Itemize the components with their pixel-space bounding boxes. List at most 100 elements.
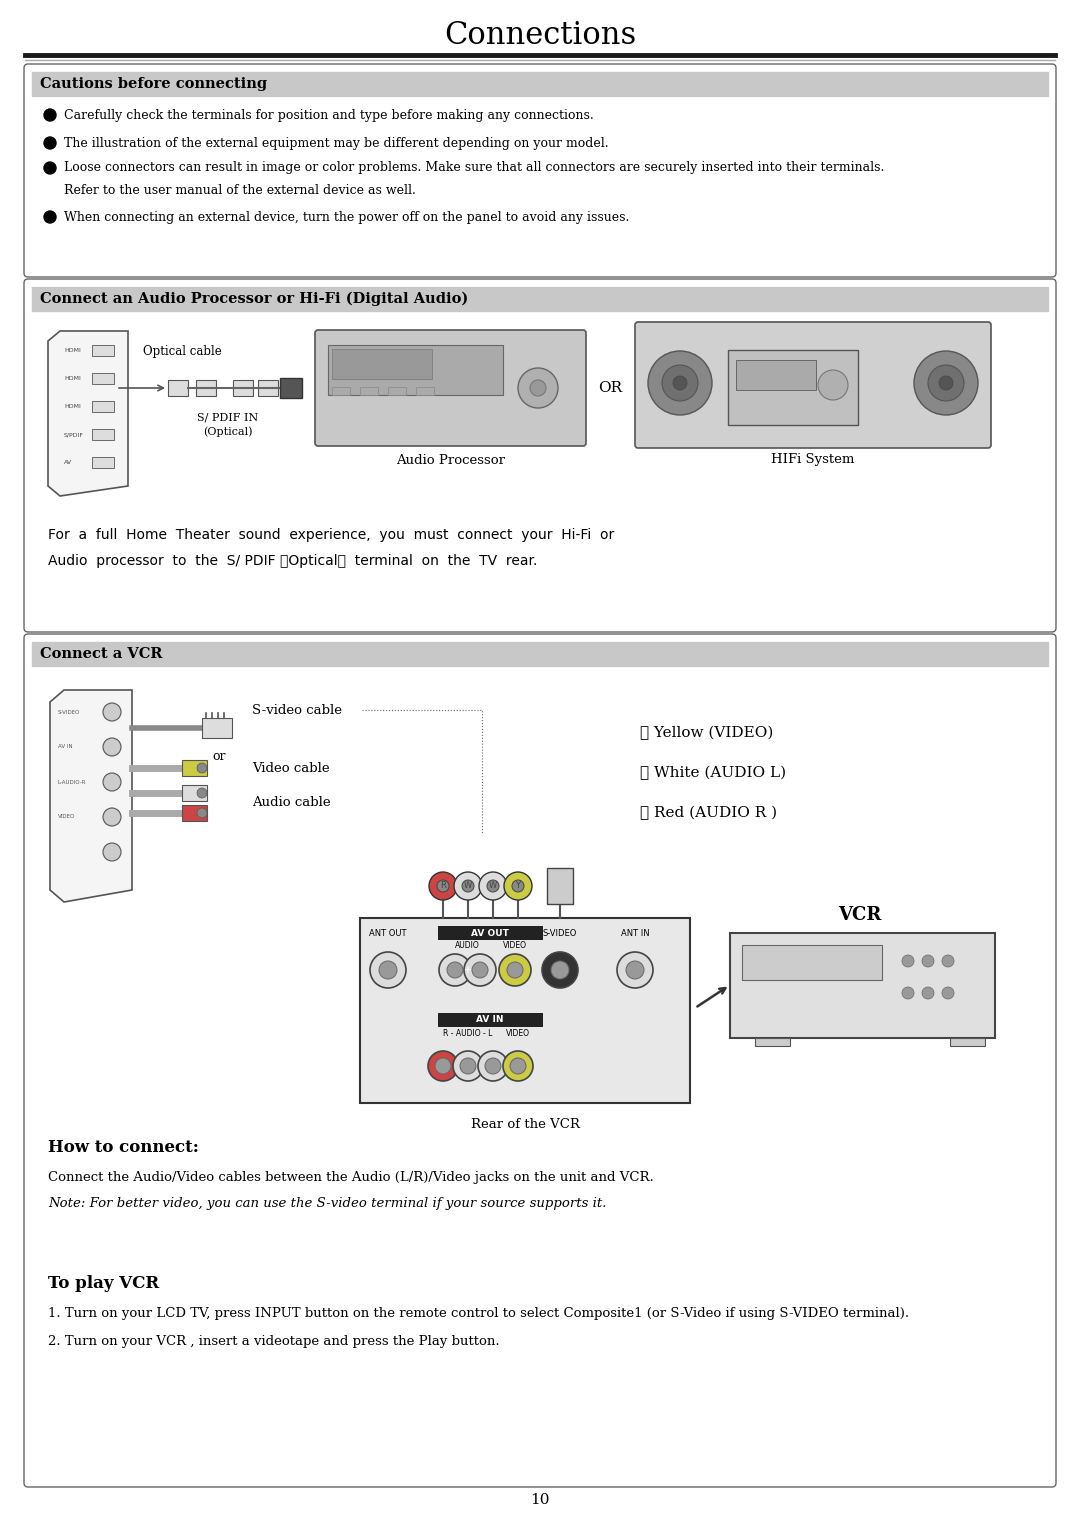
Text: Video cable: Video cable	[252, 761, 329, 775]
Circle shape	[453, 1051, 483, 1081]
Text: The illustration of the external equipment may be different depending on your mo: The illustration of the external equipme…	[64, 137, 609, 149]
Text: AV IN: AV IN	[58, 744, 72, 749]
Bar	[233, 380, 253, 397]
Bar	[92, 429, 114, 441]
Text: Loose connectors can result in image or color problems. Make sure that all conne: Loose connectors can result in image or …	[64, 162, 885, 174]
Text: Carefully check the terminals for position and type before making any connection: Carefully check the terminals for positi…	[64, 108, 594, 122]
Bar	[360, 918, 690, 1103]
Text: Connect an Audio Processor or Hi-Fi (Digital Audio): Connect an Audio Processor or Hi-Fi (Dig…	[40, 291, 469, 307]
Circle shape	[197, 762, 207, 773]
Text: 10: 10	[530, 1493, 550, 1507]
Text: Optical cable: Optical cable	[143, 345, 221, 357]
Bar	[183, 805, 207, 820]
Circle shape	[197, 788, 207, 798]
Circle shape	[648, 351, 712, 415]
Text: OR: OR	[598, 381, 622, 395]
Bar	[735, 360, 816, 390]
Circle shape	[429, 872, 457, 900]
Circle shape	[487, 880, 499, 892]
Circle shape	[673, 377, 687, 390]
Text: HIFi System: HIFi System	[771, 453, 854, 467]
Text: S-VIDEO: S-VIDEO	[58, 709, 80, 715]
Text: How to connect:: How to connect:	[48, 1139, 199, 1156]
Circle shape	[472, 962, 488, 978]
Bar	[332, 349, 432, 380]
Text: ⓨ Yellow (VIDEO): ⓨ Yellow (VIDEO)	[640, 726, 773, 740]
Bar	[546, 868, 573, 904]
Text: S-video cable: S-video cable	[252, 703, 342, 717]
Circle shape	[438, 955, 471, 987]
Circle shape	[928, 364, 964, 401]
Text: 2. Turn on your VCR , insert a videotape and press the Play button.: 2. Turn on your VCR , insert a videotape…	[48, 1334, 500, 1348]
Bar	[280, 378, 302, 398]
Circle shape	[942, 987, 954, 999]
Bar	[92, 374, 114, 384]
Circle shape	[44, 162, 56, 174]
Bar	[32, 642, 1048, 666]
Circle shape	[428, 1051, 458, 1081]
Bar	[202, 718, 232, 738]
Text: ANT IN: ANT IN	[621, 929, 649, 938]
Text: AV: AV	[64, 461, 72, 465]
Text: S/PDIF: S/PDIF	[64, 433, 84, 438]
Bar	[92, 401, 114, 412]
Bar	[32, 72, 1048, 96]
Text: L-AUDIO-R: L-AUDIO-R	[58, 779, 86, 784]
Bar	[438, 926, 543, 939]
Text: AV OUT: AV OUT	[471, 929, 509, 938]
Text: Cautions before connecting: Cautions before connecting	[40, 76, 267, 92]
Text: When connecting an external device, turn the power off on the panel to avoid any: When connecting an external device, turn…	[64, 210, 630, 224]
Circle shape	[435, 1058, 451, 1074]
Circle shape	[914, 351, 978, 415]
Circle shape	[103, 773, 121, 791]
Circle shape	[942, 955, 954, 967]
Circle shape	[922, 955, 934, 967]
Circle shape	[939, 377, 953, 390]
FancyBboxPatch shape	[315, 329, 586, 445]
Text: AUDIO: AUDIO	[455, 941, 480, 950]
Text: HDMI: HDMI	[64, 404, 81, 410]
Bar	[438, 1013, 543, 1026]
Circle shape	[902, 955, 914, 967]
Circle shape	[617, 952, 653, 988]
FancyBboxPatch shape	[24, 64, 1056, 278]
Text: Connections: Connections	[444, 20, 636, 50]
Bar	[416, 387, 434, 395]
Text: ANT OUT: ANT OUT	[369, 929, 407, 938]
Polygon shape	[48, 331, 129, 496]
Text: Audio Processor: Audio Processor	[396, 454, 505, 468]
Circle shape	[103, 843, 121, 862]
Polygon shape	[50, 689, 132, 901]
Circle shape	[512, 880, 524, 892]
Text: Rear of the VCR: Rear of the VCR	[471, 1118, 580, 1132]
Text: ⓦ White (AUDIO L): ⓦ White (AUDIO L)	[640, 766, 786, 781]
Text: R: R	[440, 881, 446, 891]
Text: Connect a VCR: Connect a VCR	[40, 647, 162, 660]
Circle shape	[626, 961, 644, 979]
Text: VCR: VCR	[838, 906, 881, 924]
Text: VIDEO: VIDEO	[503, 941, 527, 950]
Circle shape	[103, 738, 121, 756]
Text: 1. Turn on your LCD TV, press INPUT button on the remote control to select Compo: 1. Turn on your LCD TV, press INPUT butt…	[48, 1307, 909, 1319]
Bar	[742, 946, 882, 981]
Circle shape	[44, 108, 56, 120]
Bar	[755, 1039, 789, 1046]
Text: Ⓡ Red (AUDIO R ): Ⓡ Red (AUDIO R )	[640, 805, 778, 820]
Circle shape	[507, 962, 523, 978]
Circle shape	[103, 808, 121, 827]
Circle shape	[454, 872, 482, 900]
Circle shape	[44, 137, 56, 149]
Circle shape	[662, 364, 698, 401]
Circle shape	[818, 371, 848, 400]
Circle shape	[499, 955, 531, 987]
Bar	[332, 387, 350, 395]
Circle shape	[510, 1058, 526, 1074]
Text: VIDEO: VIDEO	[507, 1028, 530, 1037]
Text: Audio  processor  to  the  S/ PDIF （Optical）  terminal  on  the  TV  rear.: Audio processor to the S/ PDIF （Optical）…	[48, 554, 538, 567]
Bar	[328, 345, 503, 395]
Circle shape	[504, 872, 532, 900]
Bar	[92, 345, 114, 355]
Text: Connect the Audio/Video cables between the Audio (L/R)/Video jacks on the unit a: Connect the Audio/Video cables between t…	[48, 1171, 653, 1185]
FancyBboxPatch shape	[24, 634, 1056, 1487]
Bar	[168, 380, 188, 397]
